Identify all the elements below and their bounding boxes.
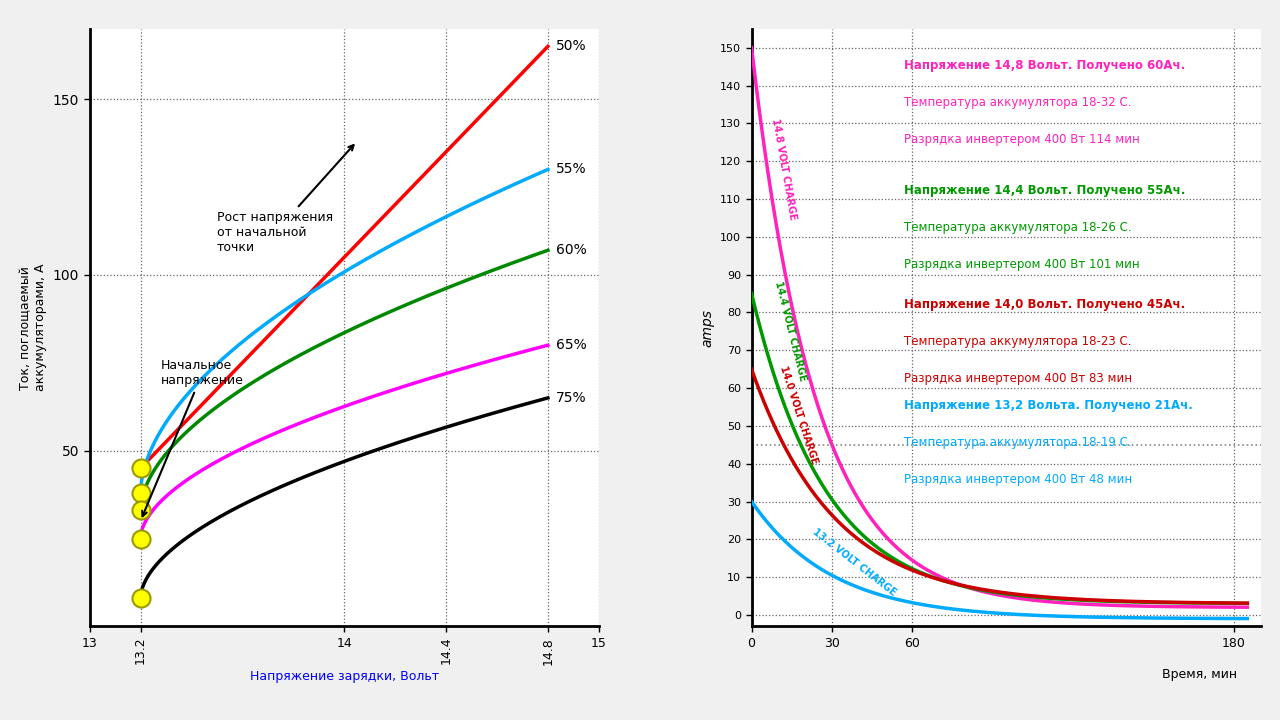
Text: Рост напряжения
от начальной
точки: Рост напряжения от начальной точки	[216, 145, 353, 254]
Text: Напряжение 13,2 Вольта. Получено 21Ач.: Напряжение 13,2 Вольта. Получено 21Ач.	[905, 400, 1193, 413]
Text: 75%: 75%	[556, 391, 586, 405]
Text: Напряжение 14,8 Вольт. Получено 60Ач.: Напряжение 14,8 Вольт. Получено 60Ач.	[905, 59, 1185, 72]
Text: Температура аккумулятора 18-26 С.: Температура аккумулятора 18-26 С.	[905, 221, 1132, 234]
Text: 65%: 65%	[556, 338, 586, 352]
Text: 55%: 55%	[556, 163, 586, 176]
Text: 14.4 VOLT CHARGE: 14.4 VOLT CHARGE	[773, 280, 808, 382]
Text: Разрядка инвертером 400 Вт 83 мин: Разрядка инвертером 400 Вт 83 мин	[905, 372, 1133, 384]
X-axis label: Напряжение зарядки, Вольт: Напряжение зарядки, Вольт	[250, 670, 439, 683]
Text: Начальное
напряжение: Начальное напряжение	[142, 359, 243, 516]
Text: Разрядка инвертером 400 Вт 114 мин: Разрядка инвертером 400 Вт 114 мин	[905, 132, 1140, 145]
Text: 13.2 VOLT CHARGE: 13.2 VOLT CHARGE	[810, 526, 897, 598]
Text: Температура аккумулятора 18-32 С.: Температура аккумулятора 18-32 С.	[905, 96, 1132, 109]
X-axis label: Время, мин: Время, мин	[1162, 668, 1238, 681]
Y-axis label: Ток, поглощаемый
аккумуляторами, А: Ток, поглощаемый аккумуляторами, А	[19, 264, 47, 392]
Text: 50%: 50%	[556, 40, 586, 53]
Text: 60%: 60%	[556, 243, 586, 257]
Y-axis label: amps: amps	[700, 309, 714, 346]
Text: 14.8 VOLT CHARGE: 14.8 VOLT CHARGE	[771, 117, 797, 220]
Text: Разрядка инвертером 400 Вт 48 мин: Разрядка инвертером 400 Вт 48 мин	[905, 474, 1133, 487]
Text: Разрядка инвертером 400 Вт 101 мин: Разрядка инвертером 400 Вт 101 мин	[905, 258, 1140, 271]
Text: Температура аккумулятора 18-19 С.: Температура аккумулятора 18-19 С.	[905, 436, 1132, 449]
Text: 14.0 VOLT CHARGE: 14.0 VOLT CHARGE	[778, 364, 819, 465]
Text: Температура аккумулятора 18-23 С.: Температура аккумулятора 18-23 С.	[905, 335, 1132, 348]
Text: Напряжение 14,4 Вольт. Получено 55Ач.: Напряжение 14,4 Вольт. Получено 55Ач.	[905, 184, 1185, 197]
Text: Напряжение 14,0 Вольт. Получено 45Ач.: Напряжение 14,0 Вольт. Получено 45Ач.	[905, 298, 1185, 311]
